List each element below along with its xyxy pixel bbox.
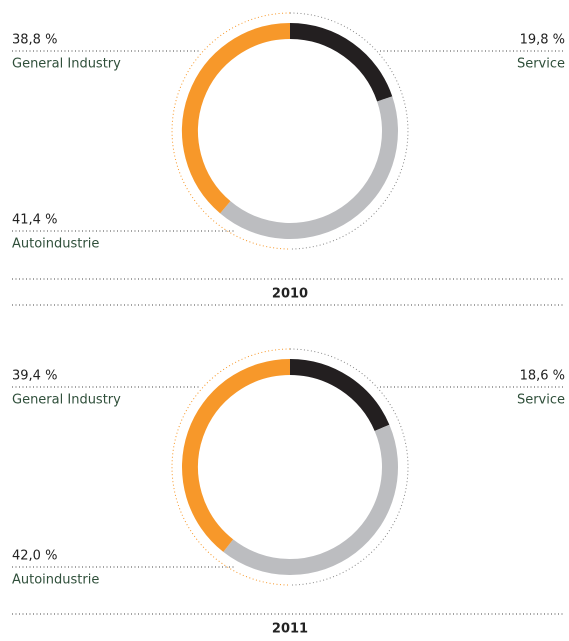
- category-label: General Industry: [12, 393, 121, 408]
- year-title: 2011: [272, 622, 308, 637]
- value-label: 19,8 %: [520, 33, 565, 48]
- category-label: Autoindustrie: [12, 573, 99, 588]
- donut-segment: [182, 359, 291, 552]
- category-label: Autoindustrie: [12, 237, 99, 252]
- donut-segment: [289, 359, 390, 432]
- value-label: 41,4 %: [12, 213, 57, 228]
- value-label: 39,4 %: [12, 369, 57, 384]
- donut-segment: [182, 23, 291, 214]
- value-label: 38,8 %: [12, 33, 57, 48]
- year-title: 2010: [272, 287, 308, 302]
- category-label: General Industry: [12, 57, 121, 72]
- donut-segment: [223, 424, 398, 575]
- category-label: Service: [517, 393, 565, 408]
- category-label: Service: [517, 57, 565, 72]
- value-label: 42,0 %: [12, 549, 57, 564]
- donut-segment: [289, 23, 393, 102]
- value-label: 18,6 %: [520, 369, 565, 384]
- donut-segment: [220, 96, 398, 239]
